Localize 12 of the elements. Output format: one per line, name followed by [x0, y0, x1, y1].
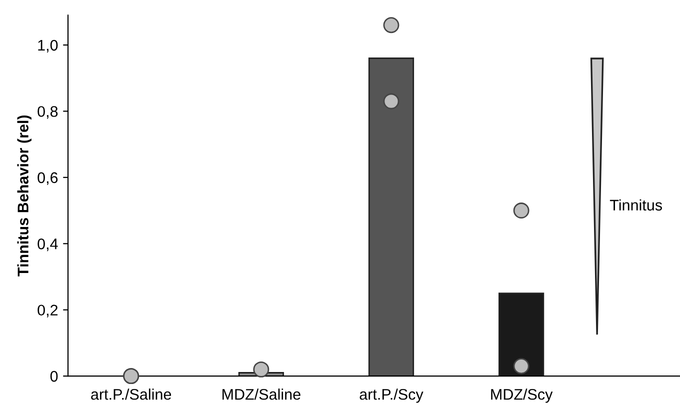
y-tick-label: 0,4: [38, 238, 58, 252]
y-tick-label: 0,2: [38, 304, 58, 318]
x-tick-label: MDZ/Saline: [222, 388, 300, 400]
annotation: Tinnitus: [610, 199, 662, 211]
y-tick-label: 0: [50, 370, 58, 382]
x-tick-label: MDZ/Scy: [491, 388, 553, 403]
x-tick-label: art.P./Scy: [360, 388, 424, 403]
x-tick-label: art.P./Saline: [91, 388, 172, 400]
y-tick-label: 0,6: [38, 172, 58, 185]
y-tick-label: 1,0: [38, 40, 58, 52]
y-tick-label: 0,8: [38, 106, 58, 119]
y-axis-title: Tinnitus Behavior (rel): [17, 115, 32, 276]
